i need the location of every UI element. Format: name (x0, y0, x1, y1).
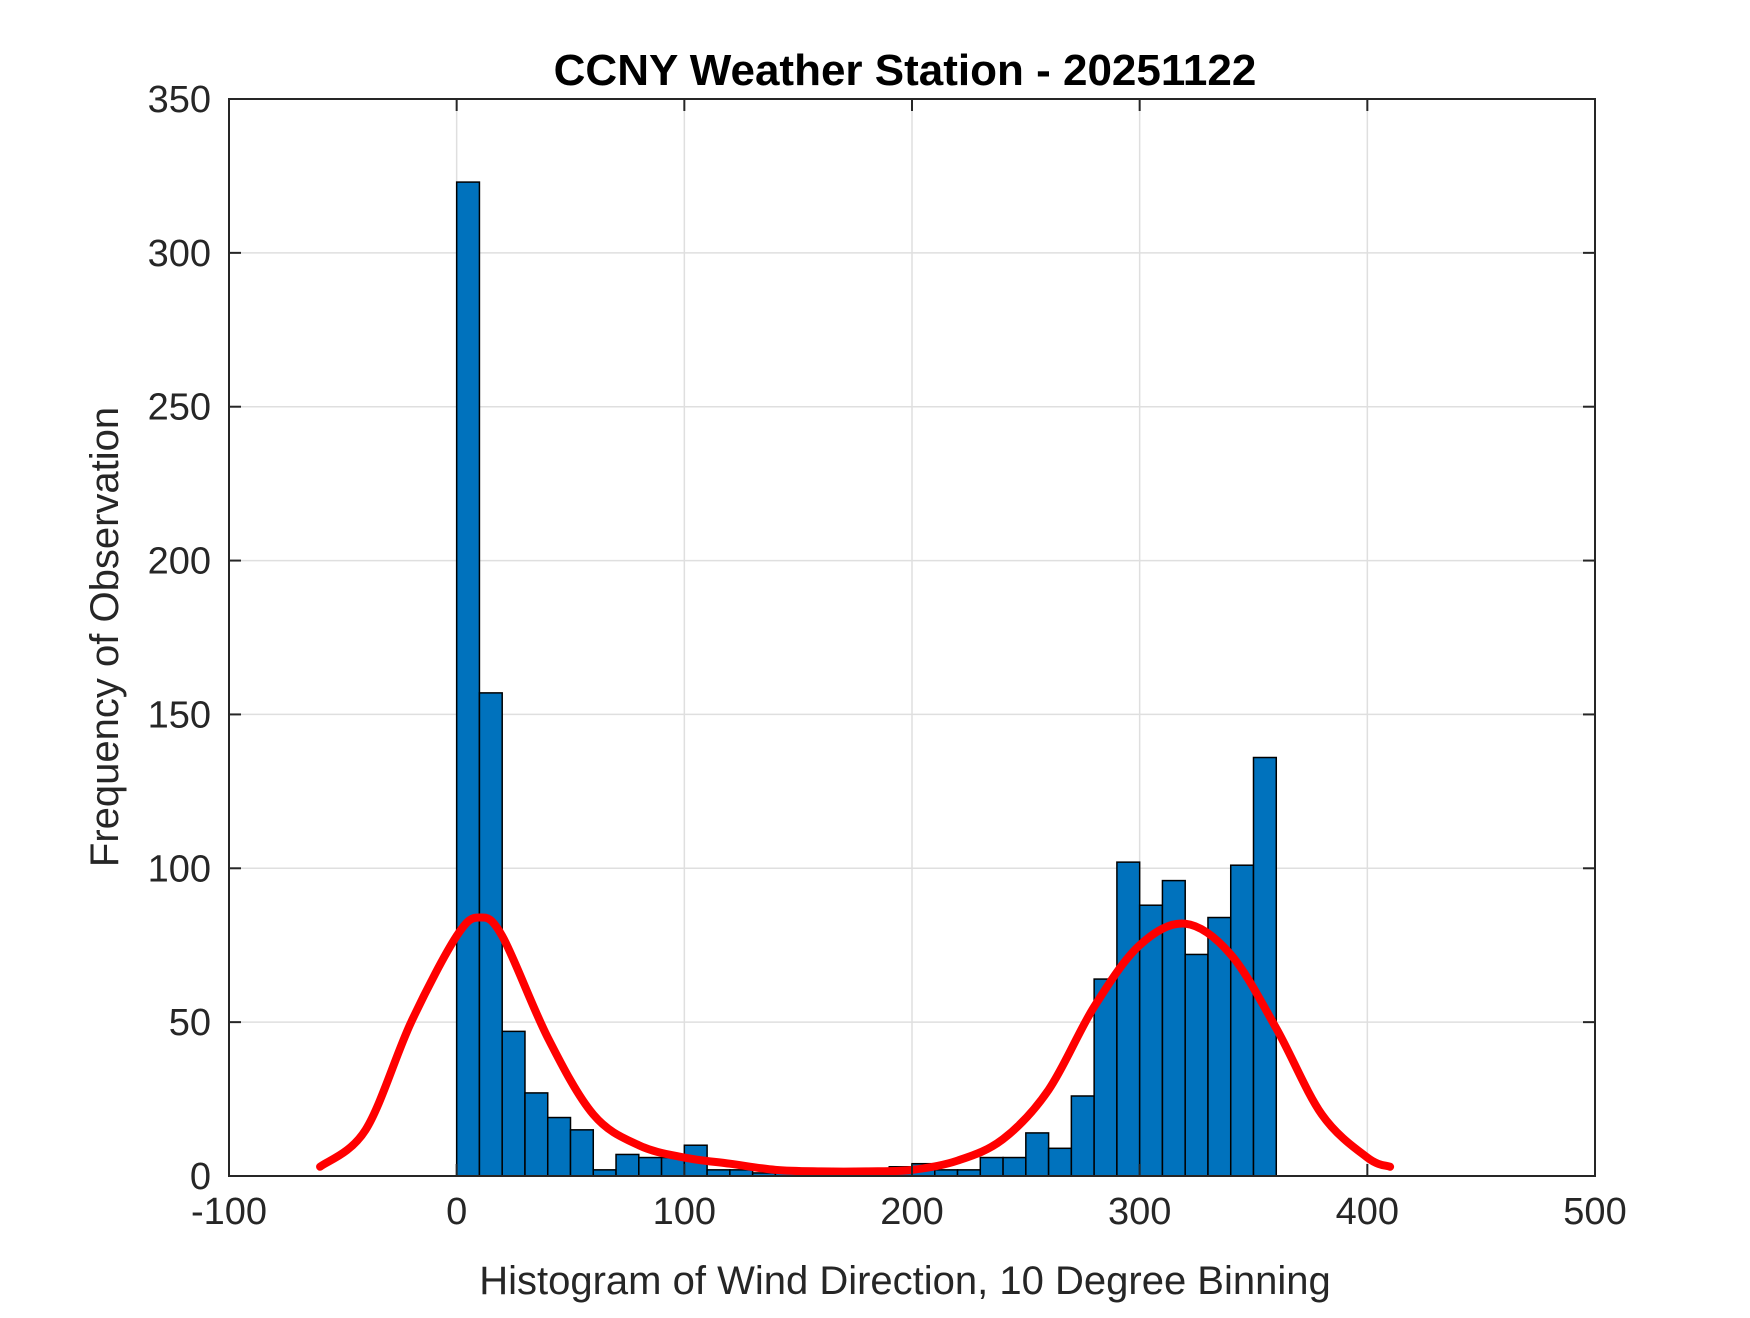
histogram-bar (546, 1116, 572, 1177)
histogram-bar (455, 181, 481, 1177)
histogram-bar (979, 1156, 1004, 1177)
histogram-bar (1070, 1095, 1095, 1177)
fit-curve-layer (316, 913, 1395, 1176)
histogram-bar (1184, 953, 1209, 1177)
histogram-bar (524, 1092, 549, 1177)
x-tick-label: 100 (653, 1191, 716, 1233)
histogram-bar (638, 1156, 663, 1177)
tick-labels: -100 0 100 200 300 400 50005010015020025030035… (148, 79, 1627, 1233)
y-tick-label: 250 (148, 387, 211, 429)
y-tick-label: 50 (169, 1002, 211, 1044)
x-axis-label: Histogram of Wind Direction, 10 Degree B… (479, 1259, 1331, 1303)
x-tick-label: 0 (446, 1191, 467, 1233)
y-tick-label: 0 (190, 1156, 211, 1198)
histogram-bar (1252, 756, 1278, 1177)
y-tick-label: 150 (148, 694, 211, 736)
histogram-bar (569, 1129, 595, 1177)
axes (228, 98, 1596, 1177)
y-tick-label: 100 (148, 848, 211, 890)
histogram-bar (615, 1153, 640, 1177)
x-tick-label: 400 (1336, 1191, 1399, 1233)
histogram-bar (501, 1030, 526, 1177)
x-tick-label: -100 (191, 1191, 267, 1233)
y-axis-label: Frequency of Observation (83, 407, 127, 867)
x-tick-label: 500 (1563, 1191, 1626, 1233)
histogram-bar (1229, 864, 1255, 1177)
y-tick-label: 300 (148, 233, 211, 275)
y-tick-label: 350 (148, 79, 211, 121)
fit-curve-line (316, 913, 1395, 1176)
histogram-bar (1116, 861, 1141, 1177)
chart-title: CCNY Weather Station - 20251122 (554, 46, 1257, 95)
histogram-bar (1047, 1147, 1073, 1177)
histogram-bar (1025, 1132, 1050, 1177)
y-tick-label: 200 (148, 541, 211, 583)
histogram-bar (1002, 1156, 1027, 1177)
x-tick-label: 300 (1108, 1191, 1171, 1233)
x-tick-label: 200 (880, 1191, 943, 1233)
